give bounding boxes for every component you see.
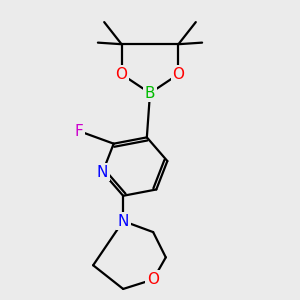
Text: B: B bbox=[145, 86, 155, 101]
Text: O: O bbox=[172, 67, 184, 82]
Text: N: N bbox=[118, 214, 129, 229]
Text: N: N bbox=[97, 165, 108, 180]
Text: O: O bbox=[116, 67, 128, 82]
Text: F: F bbox=[75, 124, 83, 139]
Text: O: O bbox=[147, 272, 159, 287]
